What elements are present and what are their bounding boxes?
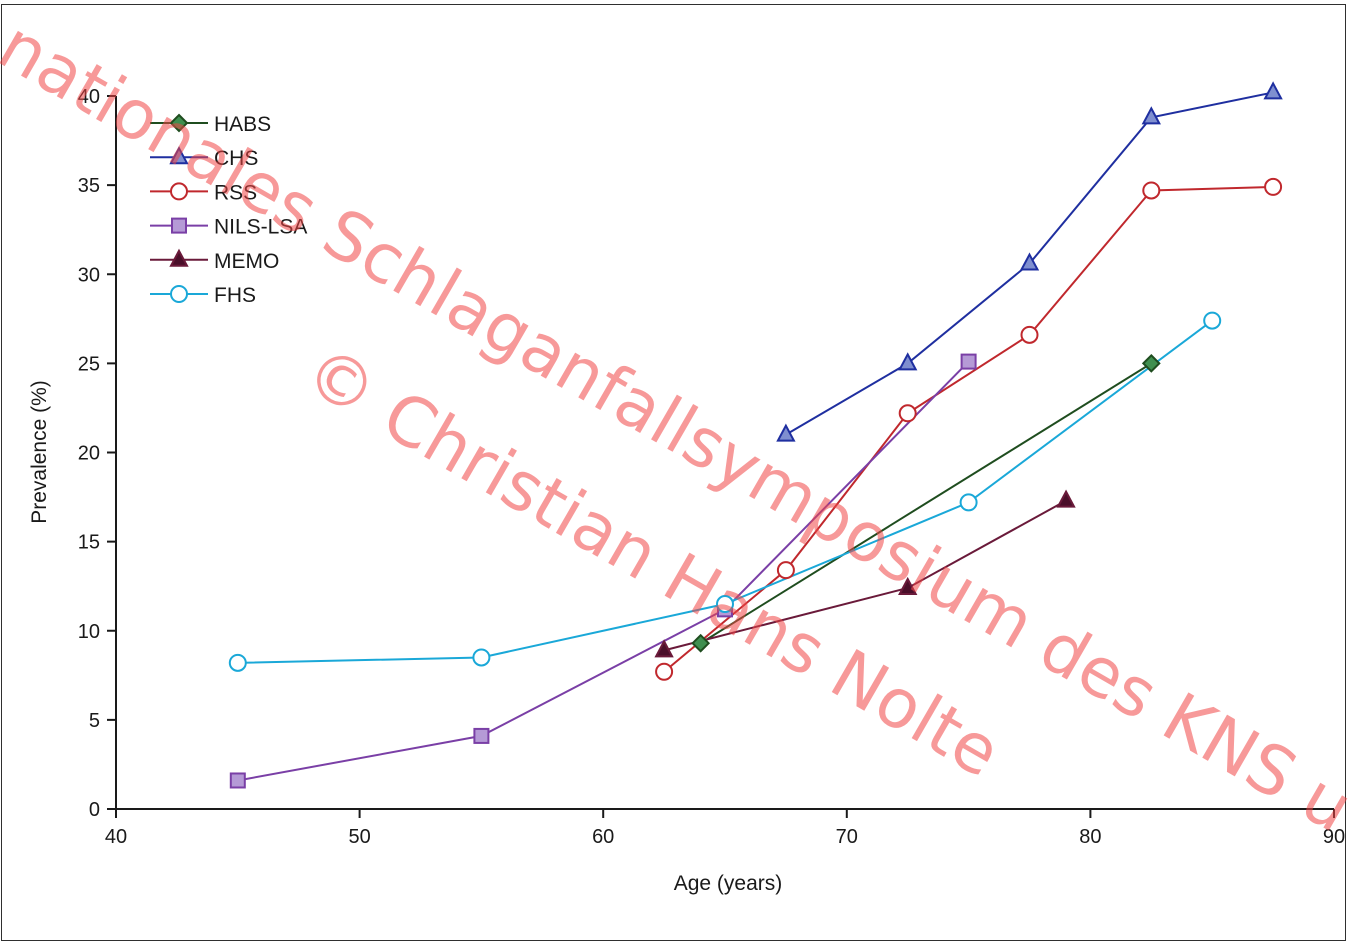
y-tick-label: 40 bbox=[78, 86, 100, 108]
series-line-habs bbox=[700, 362, 1152, 645]
legend: HABS CHS RSS NILS-LSA MEMO FHS bbox=[150, 113, 307, 307]
legend-marker-rss bbox=[170, 182, 188, 201]
data-point-chs bbox=[1019, 252, 1040, 271]
legend-marker-memo bbox=[169, 248, 189, 267]
legend-item-nils-lsa: NILS-LSA bbox=[150, 216, 307, 239]
y-tick-label: 30 bbox=[78, 264, 100, 286]
data-point-rss bbox=[1142, 181, 1161, 200]
data-point-fhs bbox=[472, 648, 491, 667]
data-point-rss bbox=[898, 404, 917, 423]
x-tick-label: 70 bbox=[836, 826, 858, 848]
x-tick-label: 90 bbox=[1323, 826, 1345, 848]
y-tick-label: 0 bbox=[89, 799, 100, 821]
data-point-fhs bbox=[1203, 311, 1222, 330]
x-tick-label: 60 bbox=[592, 826, 614, 848]
legend-item-fhs: FHS bbox=[150, 284, 256, 307]
y-tick-label: 10 bbox=[78, 621, 100, 643]
data-point-rss bbox=[776, 561, 795, 580]
data-point-nils-lsa bbox=[229, 772, 246, 789]
data-point-chs bbox=[898, 352, 918, 371]
y-tick-label: 15 bbox=[78, 532, 100, 554]
data-point-rss bbox=[1264, 177, 1283, 196]
x-axis-title: Age (years) bbox=[674, 872, 783, 895]
y-tick-label: 25 bbox=[78, 353, 100, 375]
legend-label-nils-lsa: NILS-LSA bbox=[214, 216, 307, 239]
legend-label-memo: MEMO bbox=[214, 250, 279, 273]
y-tick-label: 5 bbox=[89, 710, 100, 732]
series-line-nils-lsa bbox=[237, 360, 970, 782]
data-point-nils-lsa bbox=[473, 727, 490, 744]
data-point-habs bbox=[691, 633, 711, 653]
data-point-nils-lsa bbox=[960, 353, 977, 370]
legend-marker-habs bbox=[169, 113, 189, 133]
data-point-habs bbox=[1141, 353, 1161, 373]
data-point-fhs bbox=[716, 595, 734, 614]
legend-item-rss: RSS bbox=[150, 181, 257, 204]
data-point-memo bbox=[898, 576, 918, 595]
chart-frame bbox=[1, 4, 1346, 941]
data-point-rss bbox=[655, 662, 674, 681]
data-point-chs bbox=[1263, 81, 1283, 100]
legend-label-rss: RSS bbox=[214, 181, 257, 204]
watermark: nationales Schlaganfallsymposium des KNS… bbox=[0, 6, 1349, 848]
data-point-fhs bbox=[959, 493, 978, 512]
legend-label-habs: HABS bbox=[214, 113, 271, 136]
legend-label-chs: CHS bbox=[214, 147, 258, 170]
x-tick-label: 50 bbox=[348, 826, 370, 848]
legend-marker-nils-lsa bbox=[171, 217, 187, 234]
legend-item-habs: HABS bbox=[150, 113, 271, 136]
y-ticks: 0 5 10 15 20 25 30 35 40 bbox=[78, 86, 116, 821]
watermark-line-1: nationales Schlaganfallsymposium des KNS… bbox=[0, 6, 1349, 848]
x-ticks: 40 50 60 70 80 90 bbox=[105, 809, 1345, 848]
legend-marker-chs bbox=[169, 146, 189, 165]
data-point-memo bbox=[1056, 489, 1076, 508]
legend-label-fhs: FHS bbox=[214, 284, 256, 307]
legend-item-chs: CHS bbox=[150, 146, 258, 170]
data-point-chs bbox=[776, 423, 796, 442]
data-point-chs bbox=[1141, 106, 1161, 125]
x-tick-label: 80 bbox=[1079, 826, 1101, 848]
data-point-memo bbox=[654, 639, 674, 658]
y-tick-label: 20 bbox=[78, 443, 100, 465]
series-markers bbox=[228, 81, 1283, 789]
legend-item-memo: MEMO bbox=[150, 248, 279, 273]
legend-marker-fhs bbox=[170, 285, 188, 303]
x-tick-label: 40 bbox=[105, 826, 127, 848]
y-axis-title: Prevalence (%) bbox=[28, 380, 51, 524]
data-point-rss bbox=[1020, 325, 1039, 344]
y-tick-label: 35 bbox=[78, 175, 100, 197]
data-point-fhs bbox=[228, 653, 247, 672]
